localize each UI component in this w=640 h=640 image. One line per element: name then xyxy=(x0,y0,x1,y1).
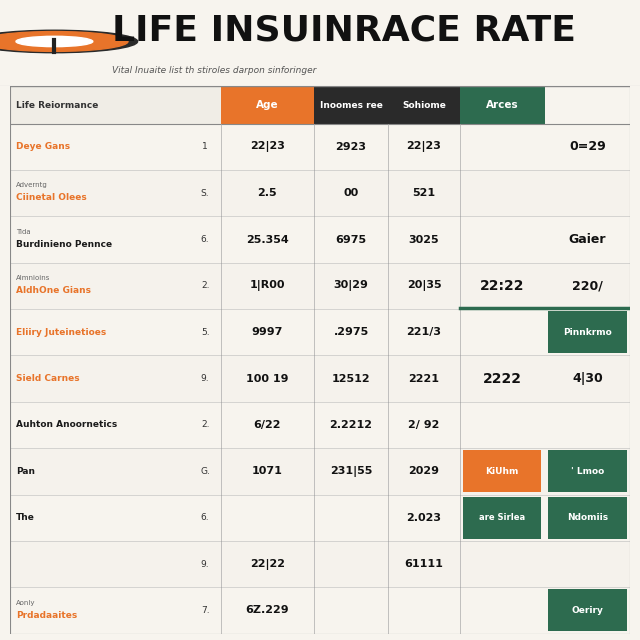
Text: G.: G. xyxy=(200,467,210,476)
Text: 4|30: 4|30 xyxy=(572,372,603,385)
Text: 2029: 2029 xyxy=(408,467,440,476)
Text: 2222: 2222 xyxy=(483,372,522,386)
Text: KiUhm: KiUhm xyxy=(486,467,519,476)
Bar xyxy=(10,448,630,495)
Text: are Sirlea: are Sirlea xyxy=(479,513,525,522)
Bar xyxy=(10,170,630,216)
Bar xyxy=(10,86,221,124)
Text: 1|R00: 1|R00 xyxy=(250,280,285,291)
Circle shape xyxy=(0,30,138,52)
Text: Vital Inuaite list th stiroles darpon sinforinger: Vital Inuaite list th stiroles darpon si… xyxy=(112,67,316,76)
Text: 2.5: 2.5 xyxy=(257,188,277,198)
Text: 6.: 6. xyxy=(201,513,209,522)
Text: Prdadaaites: Prdadaaites xyxy=(16,611,77,620)
Text: 9.: 9. xyxy=(201,374,209,383)
Circle shape xyxy=(16,36,93,47)
Text: 1071: 1071 xyxy=(252,467,283,476)
Bar xyxy=(221,86,314,124)
Text: ' Lmoo: ' Lmoo xyxy=(571,467,604,476)
Text: Burdinieno Pennce: Burdinieno Pennce xyxy=(16,239,112,249)
Bar xyxy=(548,311,627,353)
Text: 61111: 61111 xyxy=(404,559,444,569)
Text: 6Z.229: 6Z.229 xyxy=(245,605,289,616)
Text: 9.: 9. xyxy=(201,559,209,568)
Text: Aonly: Aonly xyxy=(16,600,35,605)
Text: 2923: 2923 xyxy=(335,142,367,152)
Text: 25.354: 25.354 xyxy=(246,234,289,244)
Bar xyxy=(314,86,388,124)
Text: Inoomes ree: Inoomes ree xyxy=(319,100,383,109)
Text: 6.: 6. xyxy=(201,235,209,244)
Text: Sohiome: Sohiome xyxy=(402,100,446,109)
Bar xyxy=(10,541,630,588)
Text: 2.: 2. xyxy=(201,282,209,291)
Text: 2.023: 2.023 xyxy=(406,513,442,523)
Text: 30|29: 30|29 xyxy=(333,280,369,291)
Text: Eliiry Juteinetioes: Eliiry Juteinetioes xyxy=(16,328,106,337)
Text: 221/3: 221/3 xyxy=(406,327,442,337)
Text: 6975: 6975 xyxy=(335,234,367,244)
Bar xyxy=(548,451,627,492)
Text: .2975: .2975 xyxy=(333,327,369,337)
Bar xyxy=(10,355,630,402)
Bar xyxy=(463,497,541,539)
Text: 220/: 220/ xyxy=(572,280,603,292)
Text: 5.: 5. xyxy=(201,328,209,337)
Text: Sield Carnes: Sield Carnes xyxy=(16,374,79,383)
Text: Arces: Arces xyxy=(486,100,518,110)
Text: Life Reiormance: Life Reiormance xyxy=(16,100,98,109)
Text: 12512: 12512 xyxy=(332,374,371,383)
Text: Ndomiis: Ndomiis xyxy=(567,513,608,522)
Text: Ciinetal Olees: Ciinetal Olees xyxy=(16,193,86,202)
Text: S.: S. xyxy=(201,189,209,198)
Text: 6/22: 6/22 xyxy=(253,420,281,430)
Text: 521: 521 xyxy=(412,188,436,198)
Text: Pan: Pan xyxy=(16,467,35,476)
Bar xyxy=(10,262,630,309)
Text: Age: Age xyxy=(256,100,278,110)
Text: LIFE INSUINRACE RATE: LIFE INSUINRACE RATE xyxy=(112,13,576,47)
Bar xyxy=(548,497,627,539)
Text: 2221: 2221 xyxy=(408,374,440,383)
Text: Auhton Anoornetics: Auhton Anoornetics xyxy=(16,420,117,429)
Text: 9997: 9997 xyxy=(252,327,283,337)
Text: 231|55: 231|55 xyxy=(330,466,372,477)
Text: 7.: 7. xyxy=(201,606,209,615)
Text: 100 19: 100 19 xyxy=(246,374,289,383)
Text: 22|22: 22|22 xyxy=(250,559,285,570)
Bar xyxy=(548,589,627,632)
Text: 22:22: 22:22 xyxy=(480,279,524,293)
Text: 22|23: 22|23 xyxy=(406,141,442,152)
Text: Oeriry: Oeriry xyxy=(572,606,604,615)
Text: The: The xyxy=(16,513,35,522)
Text: 20|35: 20|35 xyxy=(406,280,442,291)
Text: Gaier: Gaier xyxy=(569,233,606,246)
Bar xyxy=(460,86,545,124)
Text: Adverntg: Adverntg xyxy=(16,182,47,188)
Text: 2/ 92: 2/ 92 xyxy=(408,420,440,430)
Text: Deye Gans: Deye Gans xyxy=(16,142,70,151)
Text: Pinnkrmo: Pinnkrmo xyxy=(563,328,612,337)
Text: AldhOne Gians: AldhOne Gians xyxy=(16,286,91,295)
Text: 1: 1 xyxy=(202,142,208,151)
Bar xyxy=(463,451,541,492)
Bar xyxy=(388,86,460,124)
Text: Almnioins: Almnioins xyxy=(16,275,50,281)
Text: 0=29: 0=29 xyxy=(569,140,606,154)
Text: 3025: 3025 xyxy=(409,234,439,244)
Text: 2.2212: 2.2212 xyxy=(330,420,372,430)
Text: Tida: Tida xyxy=(16,228,31,235)
Text: 00: 00 xyxy=(344,188,358,198)
Circle shape xyxy=(0,31,128,51)
Text: 22|23: 22|23 xyxy=(250,141,285,152)
Text: 2.: 2. xyxy=(201,420,209,429)
